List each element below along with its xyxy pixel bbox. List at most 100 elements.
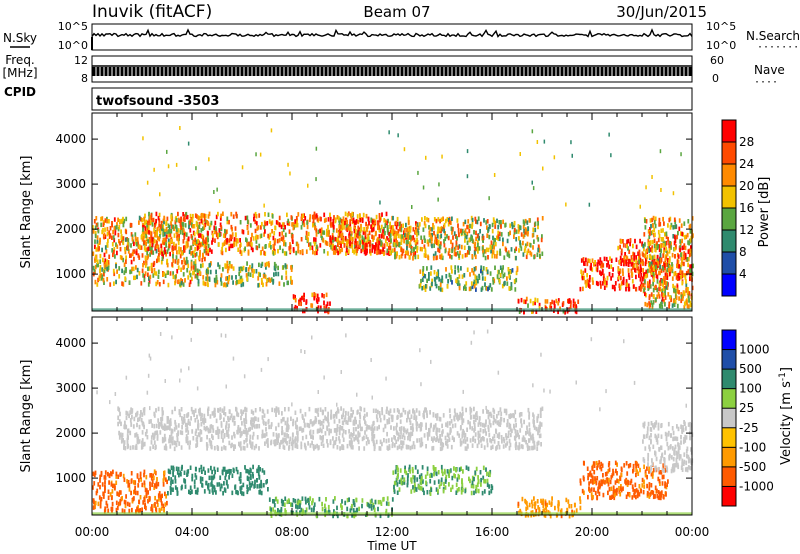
scatter-cell — [652, 215, 655, 221]
scatter-cell — [255, 269, 258, 274]
scatter-cell — [436, 416, 438, 421]
scatter-cell — [481, 422, 484, 428]
scatter-cell — [191, 476, 194, 482]
scatter-cell — [533, 422, 535, 427]
scatter-cell — [660, 257, 663, 262]
scatter-cell — [155, 506, 157, 511]
scatter-cell — [150, 476, 153, 481]
scatter-cell — [263, 203, 265, 208]
scatter-cell — [144, 502, 146, 508]
scatter-cell — [656, 265, 658, 271]
scatter-cell — [680, 152, 682, 157]
scatter-cell — [302, 219, 305, 224]
scatter-cell — [223, 433, 226, 438]
scatter-cell — [233, 433, 236, 439]
scatter-cell — [637, 268, 640, 274]
scatter-cell — [682, 232, 685, 237]
scatter-cell — [219, 415, 222, 421]
scatter-cell — [414, 251, 417, 256]
scatter-cell — [200, 464, 203, 470]
scatter-cell — [408, 432, 411, 437]
scatter-cell — [150, 262, 153, 268]
scatter-cell — [151, 222, 154, 227]
scatter-cell — [515, 237, 518, 242]
scatter-cell — [487, 427, 490, 433]
scatter-cell — [532, 438, 535, 444]
scatter-cell — [332, 444, 335, 449]
scatter-cell — [122, 216, 124, 222]
scatter-cell — [294, 443, 297, 448]
scatter-cell — [332, 218, 335, 224]
scatter-cell — [129, 253, 131, 258]
scatter-cell — [388, 444, 391, 449]
scatter-cell — [207, 267, 209, 272]
scatter-cell — [321, 420, 323, 426]
scatter-cell — [141, 233, 143, 239]
scatter-cell — [378, 217, 381, 222]
scatter-cell — [536, 140, 539, 144]
scatter-cell — [377, 225, 379, 231]
scatter-cell — [476, 240, 479, 245]
scatter-cell — [324, 415, 326, 420]
scatter-cell — [667, 223, 669, 228]
scatter-cell — [629, 238, 632, 243]
scatter-cell — [162, 250, 165, 255]
scatter-cell — [457, 227, 460, 233]
scatter-cell — [118, 407, 121, 413]
scatter-cell — [510, 282, 513, 287]
scatter-cell — [461, 406, 464, 412]
scatter-cell — [183, 235, 186, 240]
scatter-cell — [130, 259, 133, 265]
scatter-cell — [108, 254, 111, 259]
scatter-cell — [218, 199, 221, 204]
scatter-cell — [239, 279, 242, 284]
scatter-cell — [623, 255, 626, 261]
scatter-cell — [628, 275, 631, 280]
scatter-cell — [664, 302, 666, 307]
scatter-cell — [446, 438, 449, 444]
scatter-cell — [678, 218, 681, 223]
freq-left-tick-low: 8 — [81, 72, 88, 85]
scatter-cell — [183, 414, 186, 419]
scatter-cell — [315, 228, 318, 233]
scatter-cell — [144, 431, 147, 437]
scatter-cell — [245, 267, 248, 272]
scatter-cell — [487, 409, 490, 415]
scatter-cell — [351, 211, 354, 217]
scatter-cell — [176, 230, 179, 235]
scatter-cell — [192, 265, 195, 270]
scatter-cell — [653, 277, 655, 282]
scatter-cell — [664, 232, 666, 237]
scatter-cell — [417, 230, 420, 236]
scatter-cell — [121, 508, 124, 513]
scatter-cell — [130, 479, 133, 484]
scatter-cell — [149, 215, 151, 220]
scatter-cell — [479, 229, 481, 234]
scatter-cell — [201, 263, 204, 268]
scatter-cell — [408, 243, 411, 248]
scatter-cell — [644, 261, 647, 267]
scatter-cell — [124, 249, 127, 255]
scatter-cell — [359, 412, 361, 417]
scatter-cell — [128, 487, 131, 492]
scatter-cell — [489, 423, 492, 428]
scatter-cell — [479, 422, 482, 427]
scatter-cell — [340, 243, 342, 248]
scatter-cell — [681, 270, 684, 276]
scatter-cell — [289, 436, 292, 442]
scatter-cell — [237, 425, 240, 430]
scatter-cell — [245, 428, 248, 433]
scatter-cell — [130, 490, 132, 496]
scatter-cell — [147, 272, 149, 277]
scatter-cell — [116, 269, 118, 274]
scatter-cell — [482, 409, 484, 414]
scatter-cell — [517, 432, 519, 438]
scatter-cell — [268, 219, 271, 224]
scatter-cell — [141, 412, 144, 417]
scatter-cell — [218, 264, 221, 270]
scatter-cell — [171, 216, 174, 221]
scatter-cell — [473, 230, 475, 235]
scatter-cell — [338, 436, 340, 441]
scatter-cell — [381, 407, 383, 412]
scatter-cell — [681, 238, 683, 244]
